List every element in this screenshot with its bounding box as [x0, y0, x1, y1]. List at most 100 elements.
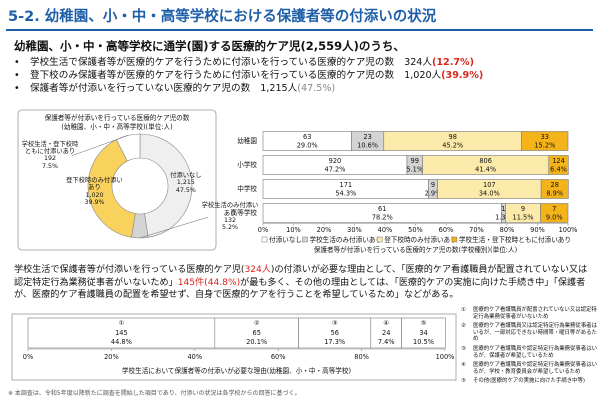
segment-count: 34 — [419, 329, 427, 337]
row-label: 高等学校 — [231, 208, 258, 217]
legend-description: 医療的ケア看護職員又は認定特定行為業務従事者はいるが、一部対応できない時間帯・曜… — [473, 323, 597, 343]
legend-row: ① 医療的ケア看護職員が配置されていない又は認定特定行為業務従事者がいないため — [461, 307, 597, 320]
x-tick-label: 70% — [469, 226, 484, 234]
legend-swatch — [376, 236, 383, 243]
x-axis-title: 学校生活において保護者等の付添いが必要な理由(幼稚園、小・中・高等学校) — [122, 366, 351, 375]
segment-share: 15.2% — [534, 142, 555, 150]
segment-count: 98 — [449, 133, 457, 141]
donut-label-share: 7.5% — [42, 163, 58, 171]
donut-label-name: 学校生活・登下校時ともに付添いあり — [21, 140, 79, 156]
segment-share: 45.2% — [442, 142, 463, 150]
segment-share: 7.4% — [378, 338, 395, 346]
donut-label-share: 5.2% — [222, 224, 238, 232]
x-tick-label: 50% — [408, 226, 423, 234]
intro: 幼稚園、小・中・高等学校に通学(園)する医療的ケア児(2,559人)のうち、 — [14, 39, 405, 53]
segment-share: 47.2% — [325, 166, 346, 174]
row-label: 小学校 — [237, 160, 257, 169]
paragraph-part: 324人 — [244, 265, 271, 275]
x-tick-label: 80% — [500, 226, 515, 234]
x-axis-title: 保護者等が付添いを行っている医療的ケア児の数(学校種別)(単位:人) — [314, 245, 517, 254]
donut-slice — [87, 139, 136, 238]
reason-frame — [11, 313, 457, 381]
leader-line — [139, 216, 209, 239]
segment-share: 11.5% — [513, 214, 534, 222]
donut-slice — [139, 133, 193, 238]
legend-row: ② 医療的ケア看護職員又は認定特定行為業務従事者はいるが、一部対応できない時間帯・… — [461, 323, 597, 343]
legend-swatch — [451, 236, 458, 243]
legend-label: 付添いなし — [269, 235, 302, 244]
x-tick-label: 40% — [378, 226, 393, 234]
segment-share: 78.2% — [372, 214, 393, 222]
segment-count: 7 — [552, 205, 556, 213]
segment-share: 1.3% — [495, 214, 512, 222]
legend-number: ③ — [461, 345, 466, 352]
donut-label-share: 47.5% — [175, 186, 196, 194]
paragraph-part: 145件(44.8%) — [177, 277, 241, 288]
segment-share: 10.6% — [357, 142, 378, 150]
donut-label-share: 39.9% — [84, 199, 105, 207]
leader-line — [71, 135, 128, 156]
segment-share: 17.3% — [324, 338, 345, 346]
bullet-share: (12.7%) — [432, 57, 475, 68]
donut-label-value: 192 — [43, 155, 57, 163]
segment-name: ④ — [383, 319, 389, 327]
segment-share: 54.3% — [335, 190, 356, 198]
donut-label: 登下校時のみ付添いあり 1,020 39.9% — [63, 177, 125, 207]
segment-name: ② — [254, 319, 260, 327]
segment-count: 28 — [551, 181, 559, 189]
x-tick-label: 80% — [354, 353, 369, 361]
segment-count: 920 — [329, 157, 342, 165]
bar-segment — [548, 155, 569, 175]
bullet: 学校生活で保護者等が医療的ケアを行うために付添いを行っている医療的ケア児の数 32… — [30, 56, 483, 69]
bullet: 保護者等が付添いを行っていない医療的ケア児の数 1,215人(47.5%) — [30, 82, 483, 95]
chart-subtitle: (幼稚園、小・中・高等学校)(単位:人) — [61, 122, 172, 131]
segment-share: 9.0% — [546, 214, 563, 222]
bar-segment — [540, 179, 569, 199]
legend-row: ⑤ その他(医療的ケアの実施に向けた手続き中等) — [461, 378, 597, 385]
segment-count: 33 — [541, 133, 549, 141]
segment-name: ③ — [332, 319, 338, 327]
bullet-count: 1,215人 — [260, 83, 298, 94]
x-tick-label: 10% — [286, 226, 301, 234]
bullet-count: 324人 — [404, 57, 432, 68]
title: 5-2. 幼稚園、小・中・高等学校における保護者等の付添いの状況 — [8, 9, 437, 25]
segment-count: 23 — [363, 133, 371, 141]
paragraph-part: 学校生活で保護者等が付添いを行っている医療的ケア児( — [14, 265, 245, 275]
segment-share: 34.0% — [479, 190, 500, 198]
segment-name: ① — [118, 319, 124, 327]
legend-label: 学校生活・登下校時ともに付添いあり — [459, 235, 571, 244]
x-tick-label: 0% — [23, 353, 33, 361]
donut-label: 学校生活のみ付添いあり 132 5.2% — [199, 202, 261, 232]
bullet: 登下校のみ保護者等が医療的ケアを行うために付添いを行っている医療的ケア児の数 1,… — [30, 69, 483, 82]
segment-share: 6.4% — [550, 166, 567, 174]
segment-share: 10.5% — [413, 338, 434, 346]
donut-label-value: 1,215 — [176, 179, 195, 187]
segment-count: 171 — [340, 181, 353, 189]
legend-description: 医療的ケア看護職員や認定特定行為業務従事者はいるが、保護者が希望しているため — [473, 345, 597, 359]
bar-segment — [521, 131, 569, 151]
bullet-list: 学校生活で保護者等が医療的ケアを行うために付添いを行っている医療的ケア児の数 32… — [30, 56, 483, 95]
x-tick-label: 0% — [258, 226, 268, 234]
donut-label: 付添いなし 1,215 47.5% — [155, 172, 217, 194]
segment-count: 56 — [331, 329, 339, 337]
segment-count: 145 — [115, 329, 128, 337]
legend-label: 学校生活のみ付添いあり — [310, 235, 383, 244]
legend-swatch — [302, 236, 308, 243]
paragraph-part: )の付添いが必要な理由として、「医療的ケア看護職員が配置されていない又は認定特定… — [14, 265, 588, 288]
bar-segment — [540, 203, 569, 223]
donut-label: 学校生活・登下校時ともに付添いあり 192 7.5% — [19, 141, 81, 171]
legend-number: ⑤ — [461, 378, 466, 385]
x-tick-label: 40% — [187, 353, 202, 361]
bullet-count: 1,020人 — [404, 70, 442, 81]
legend-number: ② — [461, 323, 466, 330]
segment-count: 61 — [378, 205, 386, 213]
bar-segment — [214, 317, 299, 349]
segment-count: 806 — [479, 157, 492, 165]
segment-count: 9 — [431, 181, 435, 189]
bullet-share: (47.5%) — [297, 83, 336, 94]
segment-share: 20.1% — [246, 338, 267, 346]
bar-segment — [27, 317, 216, 349]
donut-label-name: 登下校時のみ付添いあり — [66, 177, 123, 192]
segment-count: 99 — [411, 157, 419, 165]
